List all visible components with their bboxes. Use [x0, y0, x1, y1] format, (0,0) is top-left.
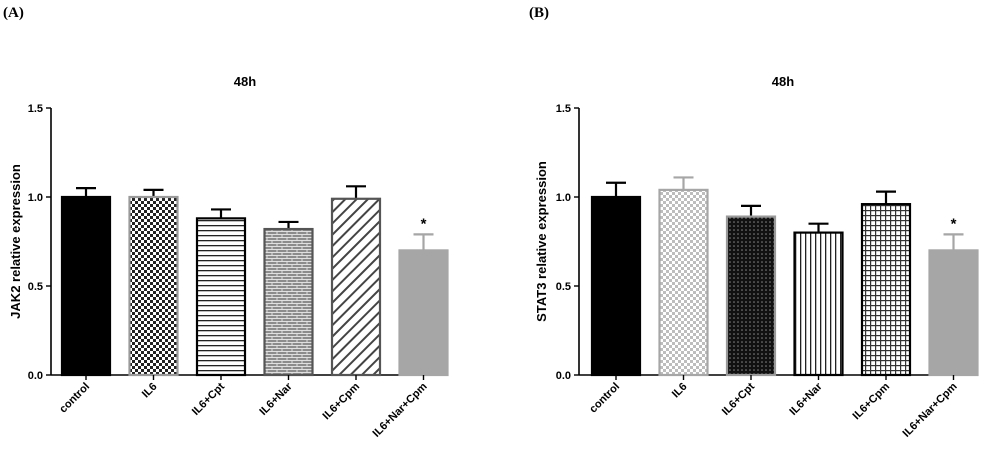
panel-label: (B)	[529, 5, 549, 21]
chart-title: 48h	[772, 74, 794, 89]
bar-control	[60, 195, 112, 377]
chart-title: 48h	[234, 74, 256, 89]
y-tick-label: 0.0	[556, 370, 571, 382]
panel-label: (A)	[3, 5, 24, 21]
bar-il6-nar-cpm	[928, 249, 979, 377]
x-tick-label: IL6+Cpm	[851, 380, 893, 422]
y-tick-label: 0.5	[556, 281, 571, 293]
x-tick-label: IL6+Cpm	[321, 380, 363, 422]
x-tick-label: IL6+Nar	[787, 380, 825, 418]
bar-il6-nar-cpm	[398, 249, 449, 377]
chart-panel-a: (A) 48h JAK2 relative expression 0.0 0.5 1.0 1…	[3, 5, 449, 440]
significance-label: *	[421, 215, 427, 232]
x-tick-label: control	[57, 381, 92, 416]
y-tick-label: 1.0	[28, 192, 43, 204]
bar-il6-nar	[263, 227, 314, 377]
bar-il6-cpm	[330, 197, 382, 377]
bar-control	[590, 195, 642, 377]
y-tick-label: 0.5	[28, 281, 43, 293]
x-tick-label: IL6+Cpt	[190, 380, 227, 417]
bar-il6	[128, 195, 179, 377]
y-tick-label: 1.5	[556, 103, 571, 115]
y-tick-label: 0.0	[28, 370, 43, 382]
bar-il6-cpt	[195, 217, 247, 377]
bar-il6	[658, 188, 709, 377]
bar-il6-nar	[793, 231, 844, 377]
bar-il6-cpt	[725, 215, 777, 377]
x-tick-label: IL6+Nar	[257, 380, 295, 418]
bar-il6-cpm	[860, 203, 912, 377]
x-tick-label: IL6	[670, 381, 690, 401]
significance-label: *	[951, 215, 957, 232]
x-tick-label: IL6	[140, 381, 160, 401]
y-axis-label: JAK2 relative expression	[8, 164, 23, 319]
x-tick-label: IL6+Cpt	[720, 380, 757, 417]
x-tick-label: control	[587, 381, 622, 416]
y-tick-label: 1.0	[556, 192, 571, 204]
y-axis-label: STAT3 relative expression	[534, 161, 549, 322]
y-tick-label: 1.5	[28, 103, 43, 115]
x-tick-label: IL6+Nar+Cpm	[371, 380, 430, 439]
panels: (A) 48h JAK2 relative expression 0.0 0.5 1.0 1…	[3, 5, 979, 440]
chart-panel-b: (B) 48h STAT3 relative expression 0.0 0.5 1.0…	[529, 5, 979, 440]
x-tick-label: IL6+Nar+Cpm	[901, 380, 960, 439]
